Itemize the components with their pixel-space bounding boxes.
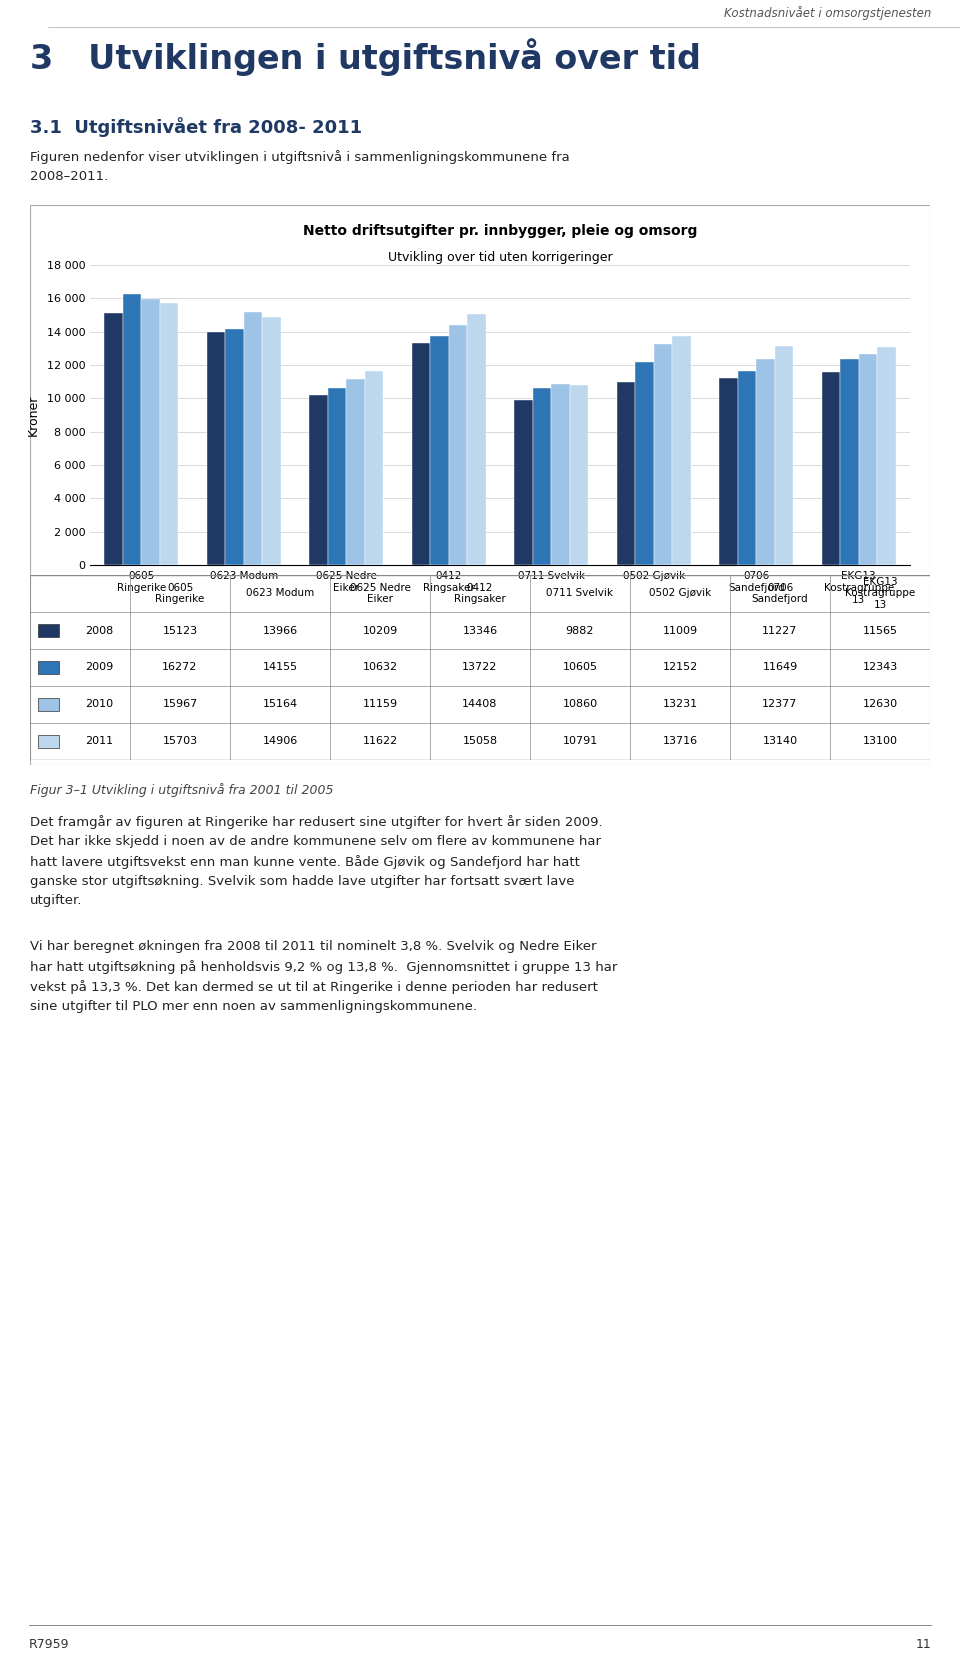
Text: 13231: 13231 [662,699,698,709]
Bar [636,363,654,566]
Text: 15703: 15703 [162,737,198,747]
Text: 0706
Sandefjord: 0706 Sandefjord [752,582,808,604]
Bar [412,343,430,566]
Text: 10791: 10791 [563,737,598,747]
Text: 14906: 14906 [262,737,298,747]
Text: 0625 Nedre
Eiker: 0625 Nedre Eiker [349,582,411,604]
Bar [123,295,141,566]
Bar [617,381,636,566]
Bar [822,373,840,566]
Text: 14155: 14155 [262,662,298,672]
Bar [38,661,59,674]
Text: 13140: 13140 [762,737,798,747]
Text: Netto driftsutgifter pr. innbygger, pleie og omsorg: Netto driftsutgifter pr. innbygger, plei… [302,223,697,238]
Text: Figuren nedenfor viser utviklingen i utgiftsnivå i sammenligningskommunene fra
2: Figuren nedenfor viser utviklingen i utg… [30,150,569,183]
Bar [309,394,327,566]
Bar [448,324,468,566]
Bar [347,379,365,566]
Text: 11: 11 [916,1637,931,1651]
Bar [38,624,59,637]
Text: 13722: 13722 [463,662,497,672]
Text: 0502 Gjøvik: 0502 Gjøvik [649,589,711,599]
Text: Vi har beregnet økningen fra 2008 til 2011 til nominelt 3,8 %. Svelvik og Nedre : Vi har beregnet økningen fra 2008 til 20… [30,940,617,1013]
Text: EKG13
Kostragruppe
13: EKG13 Kostragruppe 13 [845,577,915,611]
Text: 13346: 13346 [463,626,497,636]
Text: 11565: 11565 [862,626,898,636]
Text: 15164: 15164 [262,699,298,709]
Bar [430,336,448,566]
Text: 13966: 13966 [262,626,298,636]
Text: 15058: 15058 [463,737,497,747]
Text: 0623 Modum: 0623 Modum [246,589,314,599]
Text: 0605
Ringerike: 0605 Ringerike [156,582,204,604]
Text: 12630: 12630 [862,699,898,709]
Bar [141,300,159,566]
Text: Kostnadsnivået i omsorgstjenesten: Kostnadsnivået i omsorgstjenesten [724,5,931,20]
Text: 15967: 15967 [162,699,198,709]
Bar [244,313,262,566]
Bar [756,359,775,566]
Bar [262,316,280,566]
Bar [533,388,551,566]
Text: 15123: 15123 [162,626,198,636]
Text: 3.1  Utgiftsnivået fra 2008- 2011: 3.1 Utgiftsnivået fra 2008- 2011 [30,118,362,138]
Bar [840,359,859,566]
Text: 9882: 9882 [565,626,594,636]
Bar [38,697,59,711]
Text: 13100: 13100 [862,737,898,747]
Y-axis label: Kroner: Kroner [27,394,39,436]
Bar [719,378,738,566]
Bar [206,333,226,566]
Text: 11622: 11622 [362,737,397,747]
Bar [327,388,347,566]
Text: 16272: 16272 [162,662,198,672]
Text: 13716: 13716 [662,737,698,747]
Bar [105,313,123,566]
Text: 10209: 10209 [362,626,397,636]
Text: 2009: 2009 [85,662,113,672]
Text: 2011: 2011 [85,737,113,747]
Text: 3   Utviklingen i utgiftsnivå over tid: 3 Utviklingen i utgiftsnivå over tid [30,38,701,77]
Bar [38,735,59,749]
Bar [738,371,756,566]
Bar [515,401,533,566]
Text: Utvikling over tid uten korrigeringer: Utvikling over tid uten korrigeringer [388,251,612,265]
Bar [226,329,244,566]
Text: 2010: 2010 [85,699,113,709]
Text: Det framgår av figuren at Ringerike har redusert sine utgifter for hvert år side: Det framgår av figuren at Ringerike har … [30,815,603,907]
Text: 12152: 12152 [662,662,698,672]
Text: 2008: 2008 [85,626,113,636]
Text: 11159: 11159 [363,699,397,709]
Bar [859,354,877,566]
Bar [365,371,383,566]
Bar [654,344,672,566]
Text: R7959: R7959 [29,1637,69,1651]
Text: 12343: 12343 [862,662,898,672]
Text: 11009: 11009 [662,626,698,636]
Text: 11227: 11227 [762,626,798,636]
Text: 10632: 10632 [363,662,397,672]
Bar [775,346,793,566]
Bar [468,314,486,566]
Text: 10605: 10605 [563,662,597,672]
Text: Figur 3–1 Utvikling i utgiftsnivå fra 2001 til 2005: Figur 3–1 Utvikling i utgiftsnivå fra 20… [30,784,333,797]
Text: 10860: 10860 [563,699,597,709]
Bar [159,303,179,566]
Text: 14408: 14408 [463,699,497,709]
Bar [569,384,588,566]
Text: 11649: 11649 [762,662,798,672]
Bar [551,384,569,566]
Bar [877,346,896,566]
Text: 12377: 12377 [762,699,798,709]
Text: 0711 Svelvik: 0711 Svelvik [546,589,613,599]
Text: 0412
Ringsaker: 0412 Ringsaker [454,582,506,604]
Bar [672,336,690,566]
